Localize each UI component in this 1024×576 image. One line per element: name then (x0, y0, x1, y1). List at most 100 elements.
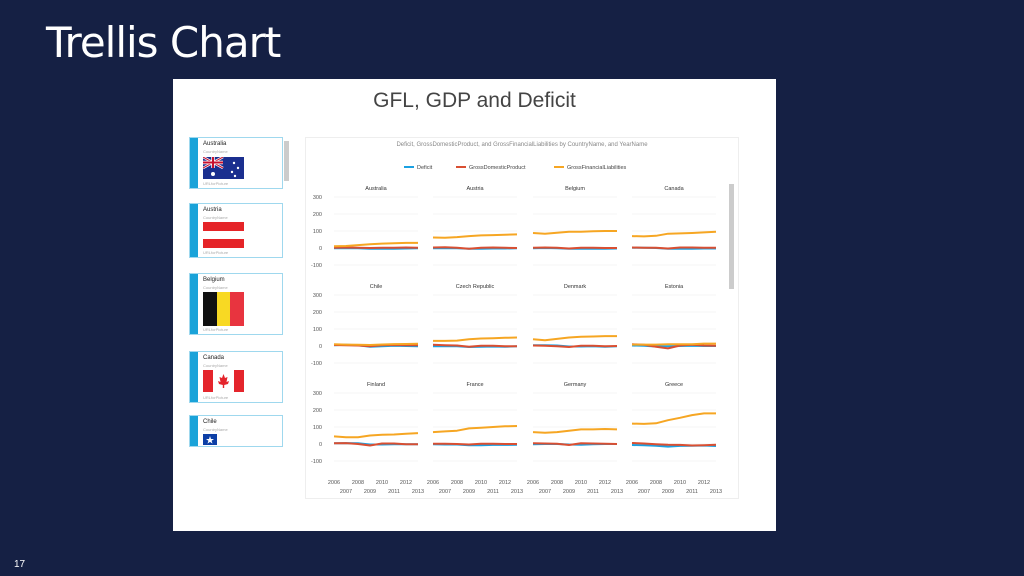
picture-label: URLforPicture (203, 181, 229, 186)
y-tick-label: 100 (313, 327, 322, 333)
x-tick-label: 2008 (650, 480, 662, 486)
country-name: Chile (203, 419, 217, 425)
chile-flag-icon (203, 434, 244, 445)
x-tick-label: 2006 (427, 480, 439, 486)
series-line-grossdomesticproduct (631, 246, 716, 250)
panel-title: Chile (370, 284, 383, 290)
x-tick-label: 2013 (611, 489, 623, 495)
report-panel: GFL, GDP and Deficit Australia CountryNa… (173, 79, 776, 531)
panel-title: Austria (466, 186, 484, 192)
series-line-grossfinancialliabilities (532, 335, 617, 342)
series-line-grossdomesticproduct (532, 344, 618, 348)
picture-label: URLforPicture (203, 395, 229, 400)
panel-title: Germany (564, 382, 587, 388)
austria-flag-icon (203, 222, 244, 248)
series-line-grossfinancialliabilities (333, 241, 418, 248)
country-name: Canada (203, 355, 225, 361)
panel-title: Denmark (564, 284, 587, 290)
series-line-grossfinancialliabilities (432, 425, 518, 434)
panel-title: Greece (665, 382, 683, 388)
card-accent (190, 274, 198, 334)
country-card[interactable]: Austria CountryName URLforPicture (189, 203, 283, 258)
series-line-grossfinancialliabilities (432, 233, 518, 239)
series-line-grossdomesticproduct (532, 246, 617, 250)
country-slicer[interactable]: Australia CountryName URLforPicture Aust… (189, 137, 283, 467)
x-tick-label: 2007 (539, 489, 551, 495)
x-tick-label: 2007 (439, 489, 451, 495)
card-accent (190, 416, 198, 446)
x-tick-label: 2011 (487, 489, 499, 495)
x-tick-label: 2011 (388, 489, 400, 495)
y-tick-label: 0 (319, 344, 322, 350)
page-number: 17 (14, 559, 26, 570)
country-card[interactable]: Belgium CountryName URLforPicture (189, 273, 283, 335)
country-card[interactable]: Chile CountryName (189, 415, 283, 447)
country-card[interactable]: Australia CountryName URLforPicture (189, 137, 283, 189)
y-tick-label: 200 (313, 408, 322, 414)
country-name: Austria (203, 207, 222, 213)
x-tick-label: 2012 (499, 480, 511, 486)
panel-title: Australia (365, 186, 387, 192)
chart-scrollbar[interactable] (729, 184, 734, 289)
country-card[interactable]: Canada CountryName URLforPicture (189, 351, 283, 403)
panel-title: Canada (664, 186, 684, 192)
y-tick-label: 300 (313, 391, 322, 397)
y-tick-label: -100 (311, 263, 322, 269)
series-line-grossfinancialliabilities (433, 336, 518, 342)
country-name: Australia (203, 141, 227, 147)
slide-title: Trellis Chart (46, 18, 281, 67)
field-label: CountryName (203, 215, 228, 220)
x-tick-label: 2013 (710, 489, 722, 495)
slicer-scrollbar[interactable] (284, 141, 289, 181)
y-tick-label: 200 (313, 310, 322, 316)
field-label: CountryName (203, 149, 228, 154)
x-tick-label: 2007 (340, 489, 352, 495)
report-title: GFL, GDP and Deficit (373, 89, 576, 112)
canada-flag-icon (203, 370, 244, 392)
y-tick-label: 300 (313, 293, 322, 299)
x-tick-label: 2010 (575, 480, 587, 486)
series-line-grossfinancialliabilities (333, 342, 419, 346)
series-line-grossfinancialliabilities (532, 428, 618, 434)
trellis-chart-box: Deficit, GrossDomesticProduct, and Gross… (305, 137, 739, 499)
belgium-flag-icon (203, 292, 244, 326)
x-tick-label: 2006 (328, 480, 340, 486)
series-line-grossdomesticproduct (333, 246, 419, 249)
series-line-grossdomesticproduct (432, 343, 517, 348)
legend-label: Deficit (417, 165, 433, 171)
series-line-grossfinancialliabilities (632, 342, 716, 346)
x-tick-label: 2009 (364, 489, 376, 495)
series-line-grossdomesticproduct (532, 442, 618, 446)
series-line-grossfinancialliabilities (631, 412, 716, 425)
y-tick-label: -100 (311, 361, 322, 367)
x-tick-label: 2013 (511, 489, 523, 495)
x-tick-label: 2010 (376, 480, 388, 486)
series-line-grossfinancialliabilities (333, 432, 419, 439)
series-line-grossdomesticproduct (631, 442, 717, 447)
x-tick-label: 2008 (352, 480, 364, 486)
australia-flag-icon (203, 157, 244, 179)
picture-label: URLforPicture (203, 327, 229, 332)
card-accent (190, 204, 198, 257)
country-name: Belgium (203, 277, 225, 283)
card-accent (190, 352, 198, 402)
legend-label: GrossFinancialLiabilities (567, 165, 627, 171)
legend-label: GrossDomesticProduct (469, 165, 526, 171)
panel-title: Estonia (665, 284, 684, 290)
field-label: CountryName (203, 427, 228, 432)
x-tick-label: 2009 (662, 489, 674, 495)
trellis-chart: Deficit, GrossDomesticProduct, and Gross… (311, 142, 722, 495)
x-tick-label: 2011 (587, 489, 599, 495)
x-tick-label: 2013 (412, 489, 424, 495)
y-tick-label: 0 (319, 246, 322, 252)
y-tick-label: -100 (311, 459, 322, 465)
chart-title: Deficit, GrossDomesticProduct, and Gross… (396, 142, 648, 148)
x-tick-label: 2012 (400, 480, 412, 486)
x-tick-label: 2010 (475, 480, 487, 486)
x-tick-label: 2007 (638, 489, 650, 495)
picture-label: URLforPicture (203, 250, 229, 255)
x-tick-label: 2012 (599, 480, 611, 486)
x-tick-label: 2012 (698, 480, 710, 486)
series-line-grossdomesticproduct (432, 246, 518, 250)
field-label: CountryName (203, 285, 228, 290)
